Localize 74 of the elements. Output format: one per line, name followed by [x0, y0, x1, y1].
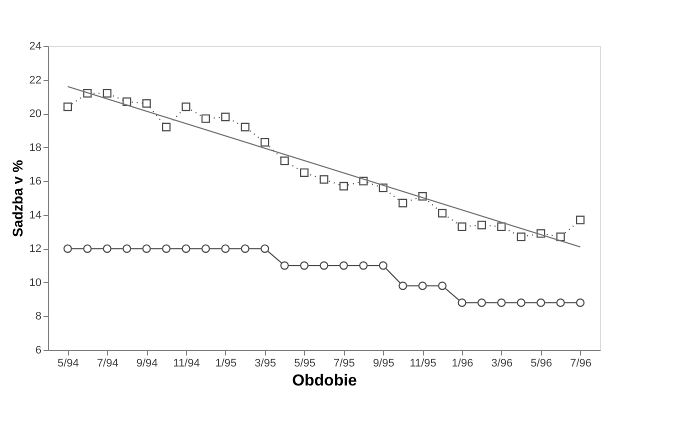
point — [477, 220, 486, 230]
point — [240, 122, 250, 132]
point — [556, 298, 565, 308]
point — [576, 298, 585, 308]
point — [142, 244, 151, 253]
point — [201, 244, 210, 253]
y-tick-label: 10 — [29, 276, 42, 289]
point — [359, 261, 368, 270]
point — [142, 99, 151, 108]
point — [300, 168, 309, 177]
x-tick-label: 3/95 — [254, 358, 276, 370]
point — [458, 298, 466, 308]
point — [83, 244, 92, 253]
point — [497, 222, 506, 232]
point — [201, 114, 210, 123]
x-tick-label: 9/95 — [372, 358, 394, 370]
x-tick-label: 11/94 — [173, 358, 200, 370]
point — [339, 182, 348, 190]
x-tick-label: 1/95 — [215, 358, 237, 370]
point — [516, 298, 526, 308]
point — [162, 244, 171, 253]
x-tick-label: 7/95 — [334, 358, 355, 370]
y-tick-label: 18 — [29, 142, 42, 154]
point — [320, 261, 328, 270]
point — [221, 244, 230, 253]
x-tick-label: 3/96 — [491, 358, 513, 370]
x-tick-label: 5/94 — [58, 358, 79, 370]
point — [162, 122, 171, 132]
point — [260, 244, 270, 253]
y-tick-label: 6 — [35, 344, 42, 356]
point — [63, 244, 72, 253]
point — [556, 232, 565, 242]
point — [122, 244, 132, 253]
x-tick-label: 1/96 — [452, 358, 474, 370]
point — [221, 112, 230, 122]
point — [458, 222, 466, 232]
point — [240, 244, 250, 253]
point — [418, 282, 427, 290]
point — [320, 175, 328, 184]
point — [477, 298, 486, 308]
point — [63, 102, 72, 112]
point — [280, 261, 289, 270]
point — [398, 282, 408, 290]
point — [102, 88, 112, 98]
y-tick-label: 14 — [29, 209, 42, 222]
x-tick-label: 7/96 — [570, 358, 592, 370]
x-tick-label: 11/95 — [410, 358, 436, 370]
x-tick-label: 9/94 — [136, 358, 158, 370]
point — [516, 232, 526, 242]
y-tick-label: 22 — [29, 74, 42, 86]
point — [438, 282, 447, 290]
y-tick-label: 12 — [29, 243, 42, 256]
y-tick-label: 20 — [29, 108, 42, 120]
point — [280, 156, 289, 166]
point — [300, 261, 309, 270]
point — [576, 216, 585, 224]
point — [497, 298, 506, 308]
x-tick-label: 5/96 — [530, 358, 552, 370]
x-tick-label: 7/94 — [96, 358, 118, 370]
y-tick-label: 16 — [29, 176, 42, 188]
point — [398, 198, 408, 208]
point — [182, 102, 190, 112]
y-tick-label: 8 — [35, 310, 42, 323]
point — [378, 261, 388, 270]
point — [438, 208, 447, 218]
point — [182, 244, 190, 253]
point — [536, 298, 546, 308]
point — [339, 261, 348, 270]
y-tick-label: 24 — [29, 40, 42, 52]
point — [102, 244, 112, 253]
x-tick-label: 5/95 — [294, 358, 316, 370]
point — [260, 138, 270, 147]
y-axis-title: Sadzba v % — [9, 159, 26, 238]
x-axis-title: Obdobie — [292, 372, 358, 390]
